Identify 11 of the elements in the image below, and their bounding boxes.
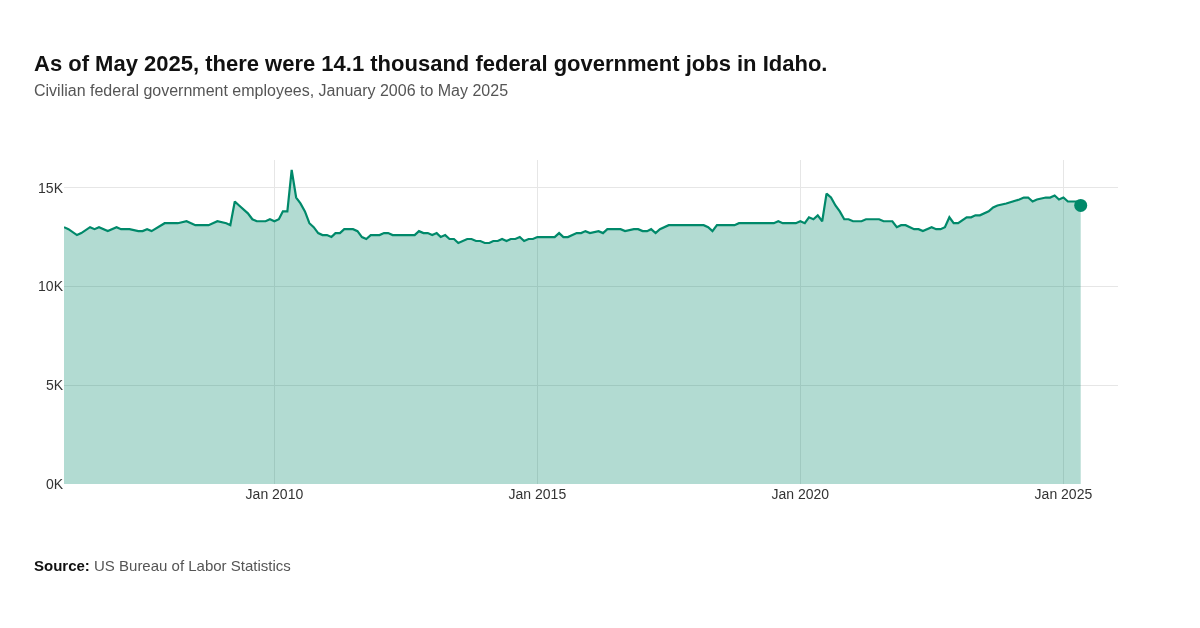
y-tick-label: 15K — [38, 179, 64, 196]
y-tick-label: 0K — [45, 475, 64, 492]
x-tick-label: Jan 2025 — [1034, 486, 1093, 502]
y-tick-label: 5K — [45, 377, 64, 394]
x-tick-label: Jan 2010 — [245, 486, 304, 502]
chart-subtitle: Civilian federal government employees, January 2006 to May 2025 — [34, 82, 509, 99]
x-tick-label: Jan 2015 — [508, 486, 567, 502]
source-note: Source: US Bureau of Labor Statistics — [34, 557, 291, 574]
x-tick-label: Jan 2020 — [771, 486, 830, 502]
y-tick-label: 10K — [38, 278, 64, 295]
chart-title: As of May 2025, there were 14.1 thousand federal government jobs in Idaho. — [34, 51, 828, 76]
